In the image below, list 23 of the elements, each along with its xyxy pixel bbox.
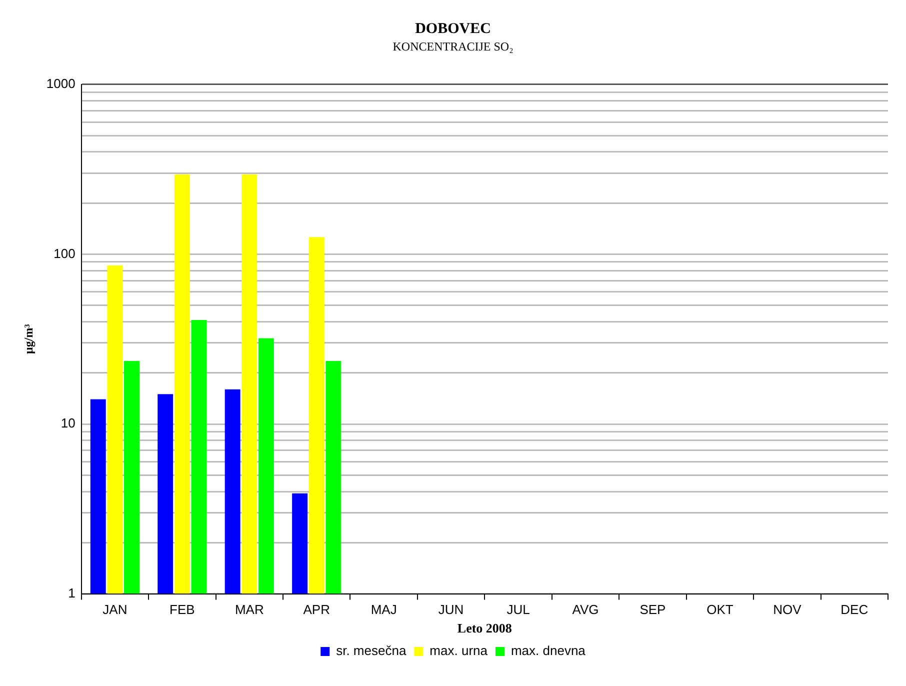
y-tick-label: 10 [60, 416, 76, 431]
x-tick-label: MAR [234, 602, 264, 618]
chart-subtitle: KONCENTRACIJE SO₂ [392, 39, 514, 54]
x-tick-label: OKT [706, 602, 734, 618]
y-tick-label: 1000 [46, 76, 76, 91]
legend-label: max. dnevna [510, 643, 586, 658]
x-tick-label: APR [303, 602, 330, 618]
x-tick-label: DEC [840, 602, 868, 618]
legend-label: max. urna [430, 643, 488, 658]
y-tick-label: 1 [68, 585, 76, 600]
y-axis-title: µg/m³ [21, 324, 36, 354]
x-tick-label: AVG [572, 602, 599, 618]
x-tick-label: SEP [640, 602, 666, 618]
x-tick-label: FEB [170, 602, 195, 618]
legend-label: sr. mesečna [336, 643, 407, 658]
x-tick-label: JUN [438, 602, 464, 618]
x-tick-label: NOV [773, 602, 802, 618]
chart-title: DOBOVEC [415, 20, 491, 37]
x-tick-label: JAN [102, 602, 128, 618]
x-axis-title: Leto 2008 [457, 620, 512, 636]
x-tick-label: MAJ [370, 602, 397, 618]
y-tick-label: 100 [54, 246, 76, 261]
x-tick-label: JUL [506, 602, 530, 618]
